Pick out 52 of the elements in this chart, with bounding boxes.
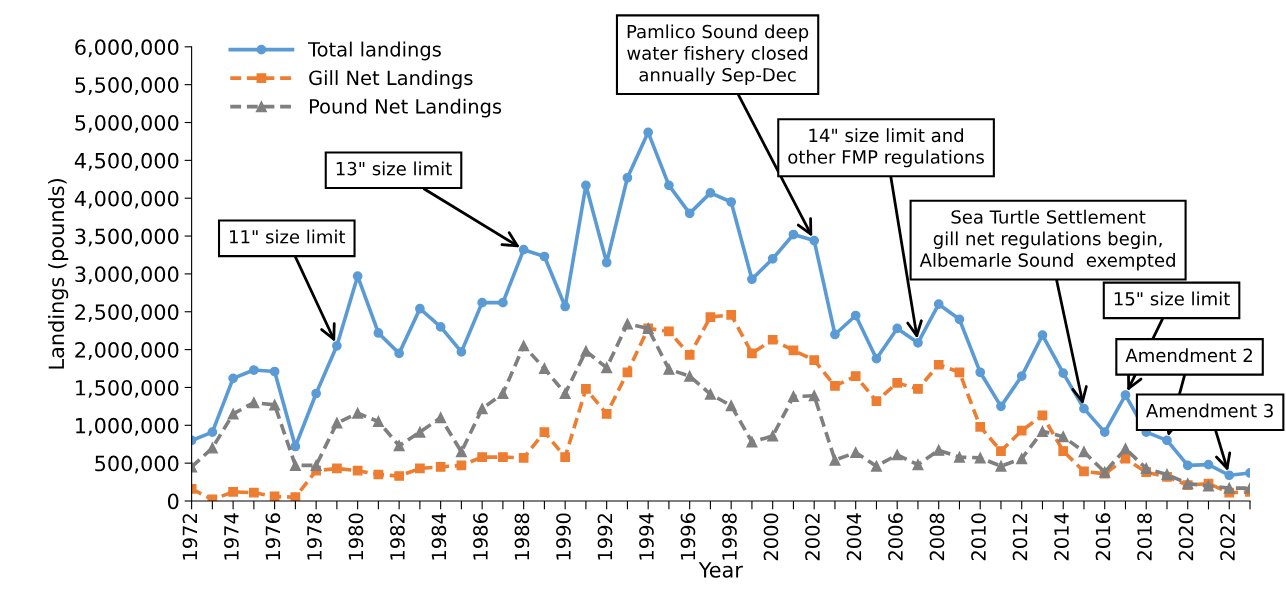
x-tick-label: 1974 [224, 513, 239, 560]
annotation: 15" size limit [1114, 291, 1230, 306]
x-tick-label: 2004 [846, 513, 862, 561]
legend-label: Total landings [308, 41, 441, 61]
x-tick-label: 1992 [597, 514, 613, 560]
y-tick-label: 4,500,000 [74, 152, 179, 171]
x-tick-label: 2006 [888, 513, 903, 561]
x-tick-label: 1984 [431, 513, 447, 560]
x-tick-label: 2008 [929, 513, 945, 561]
y-tick-label: 2,000,000 [75, 342, 179, 360]
x-tick-label: 2016 [1095, 513, 1111, 561]
x-tick-label: 1996 [680, 513, 696, 560]
annotation: 14" size limit and other FMP regulations [788, 128, 984, 168]
x-tick-label: 1998 [722, 513, 737, 560]
y-tick-label: 5,000,000 [75, 114, 179, 133]
y-tick-label: 6,000,000 [75, 39, 179, 58]
x-axis-title: Year [698, 562, 743, 578]
y-tick-label: 500,000 [95, 455, 179, 474]
annotation: 13" size limit [336, 161, 452, 176]
x-tick-label: 2012 [1012, 514, 1028, 561]
x-tick-label: 1988 [514, 513, 530, 560]
annotation: 11" size limit [230, 229, 346, 244]
x-tick-label: 1982 [390, 514, 405, 560]
x-tick-label: 2002 [805, 514, 820, 561]
y-tick-label: 1,500,000 [76, 379, 179, 398]
x-tick-label: 2010 [971, 513, 986, 561]
x-tick-label: 2022 [1220, 514, 1235, 561]
x-tick-label: 1972 [182, 514, 198, 560]
y-tick-label: 0 [167, 493, 179, 510]
annotation: Sea Turtle Settlement gill net regulations begin, Albemarle Sound exempted [919, 209, 1175, 271]
x-tick-label: 1990 [556, 513, 571, 560]
annotation: Amendment 3 [1146, 403, 1273, 418]
y-tick-label: 3,000,000 [75, 266, 179, 285]
y-tick-label: 3,500,000 [75, 228, 179, 247]
y-tick-label: 2,500,000 [75, 304, 179, 323]
legend-label: Pound Net Landings [309, 98, 502, 118]
x-tick-label: 1978 [307, 513, 322, 560]
x-tick-label: 1994 [639, 513, 654, 560]
x-tick-label: 1980 [348, 513, 364, 560]
x-tick-label: 2018 [1137, 513, 1152, 561]
x-tick-label: 1986 [473, 513, 488, 560]
y-tick-label: 5,500,000 [75, 77, 179, 95]
x-tick-label: 2000 [763, 513, 779, 561]
y-tick-label: 4,000,000 [74, 190, 179, 209]
annotation: Amendment 2 [1125, 348, 1252, 363]
x-tick-label: 1976 [265, 513, 281, 560]
legend-label: Gill Net Landings [309, 70, 473, 89]
annotation: Pamlico Sound deep water fishery closed annually Sep-Dec [627, 24, 809, 86]
y-tick-label: 1,000,000 [76, 417, 179, 436]
x-tick-label: 2020 [1178, 513, 1194, 561]
y-axis-title: Landings (pounds) [48, 179, 69, 369]
x-tick-label: 2014 [1054, 513, 1069, 561]
